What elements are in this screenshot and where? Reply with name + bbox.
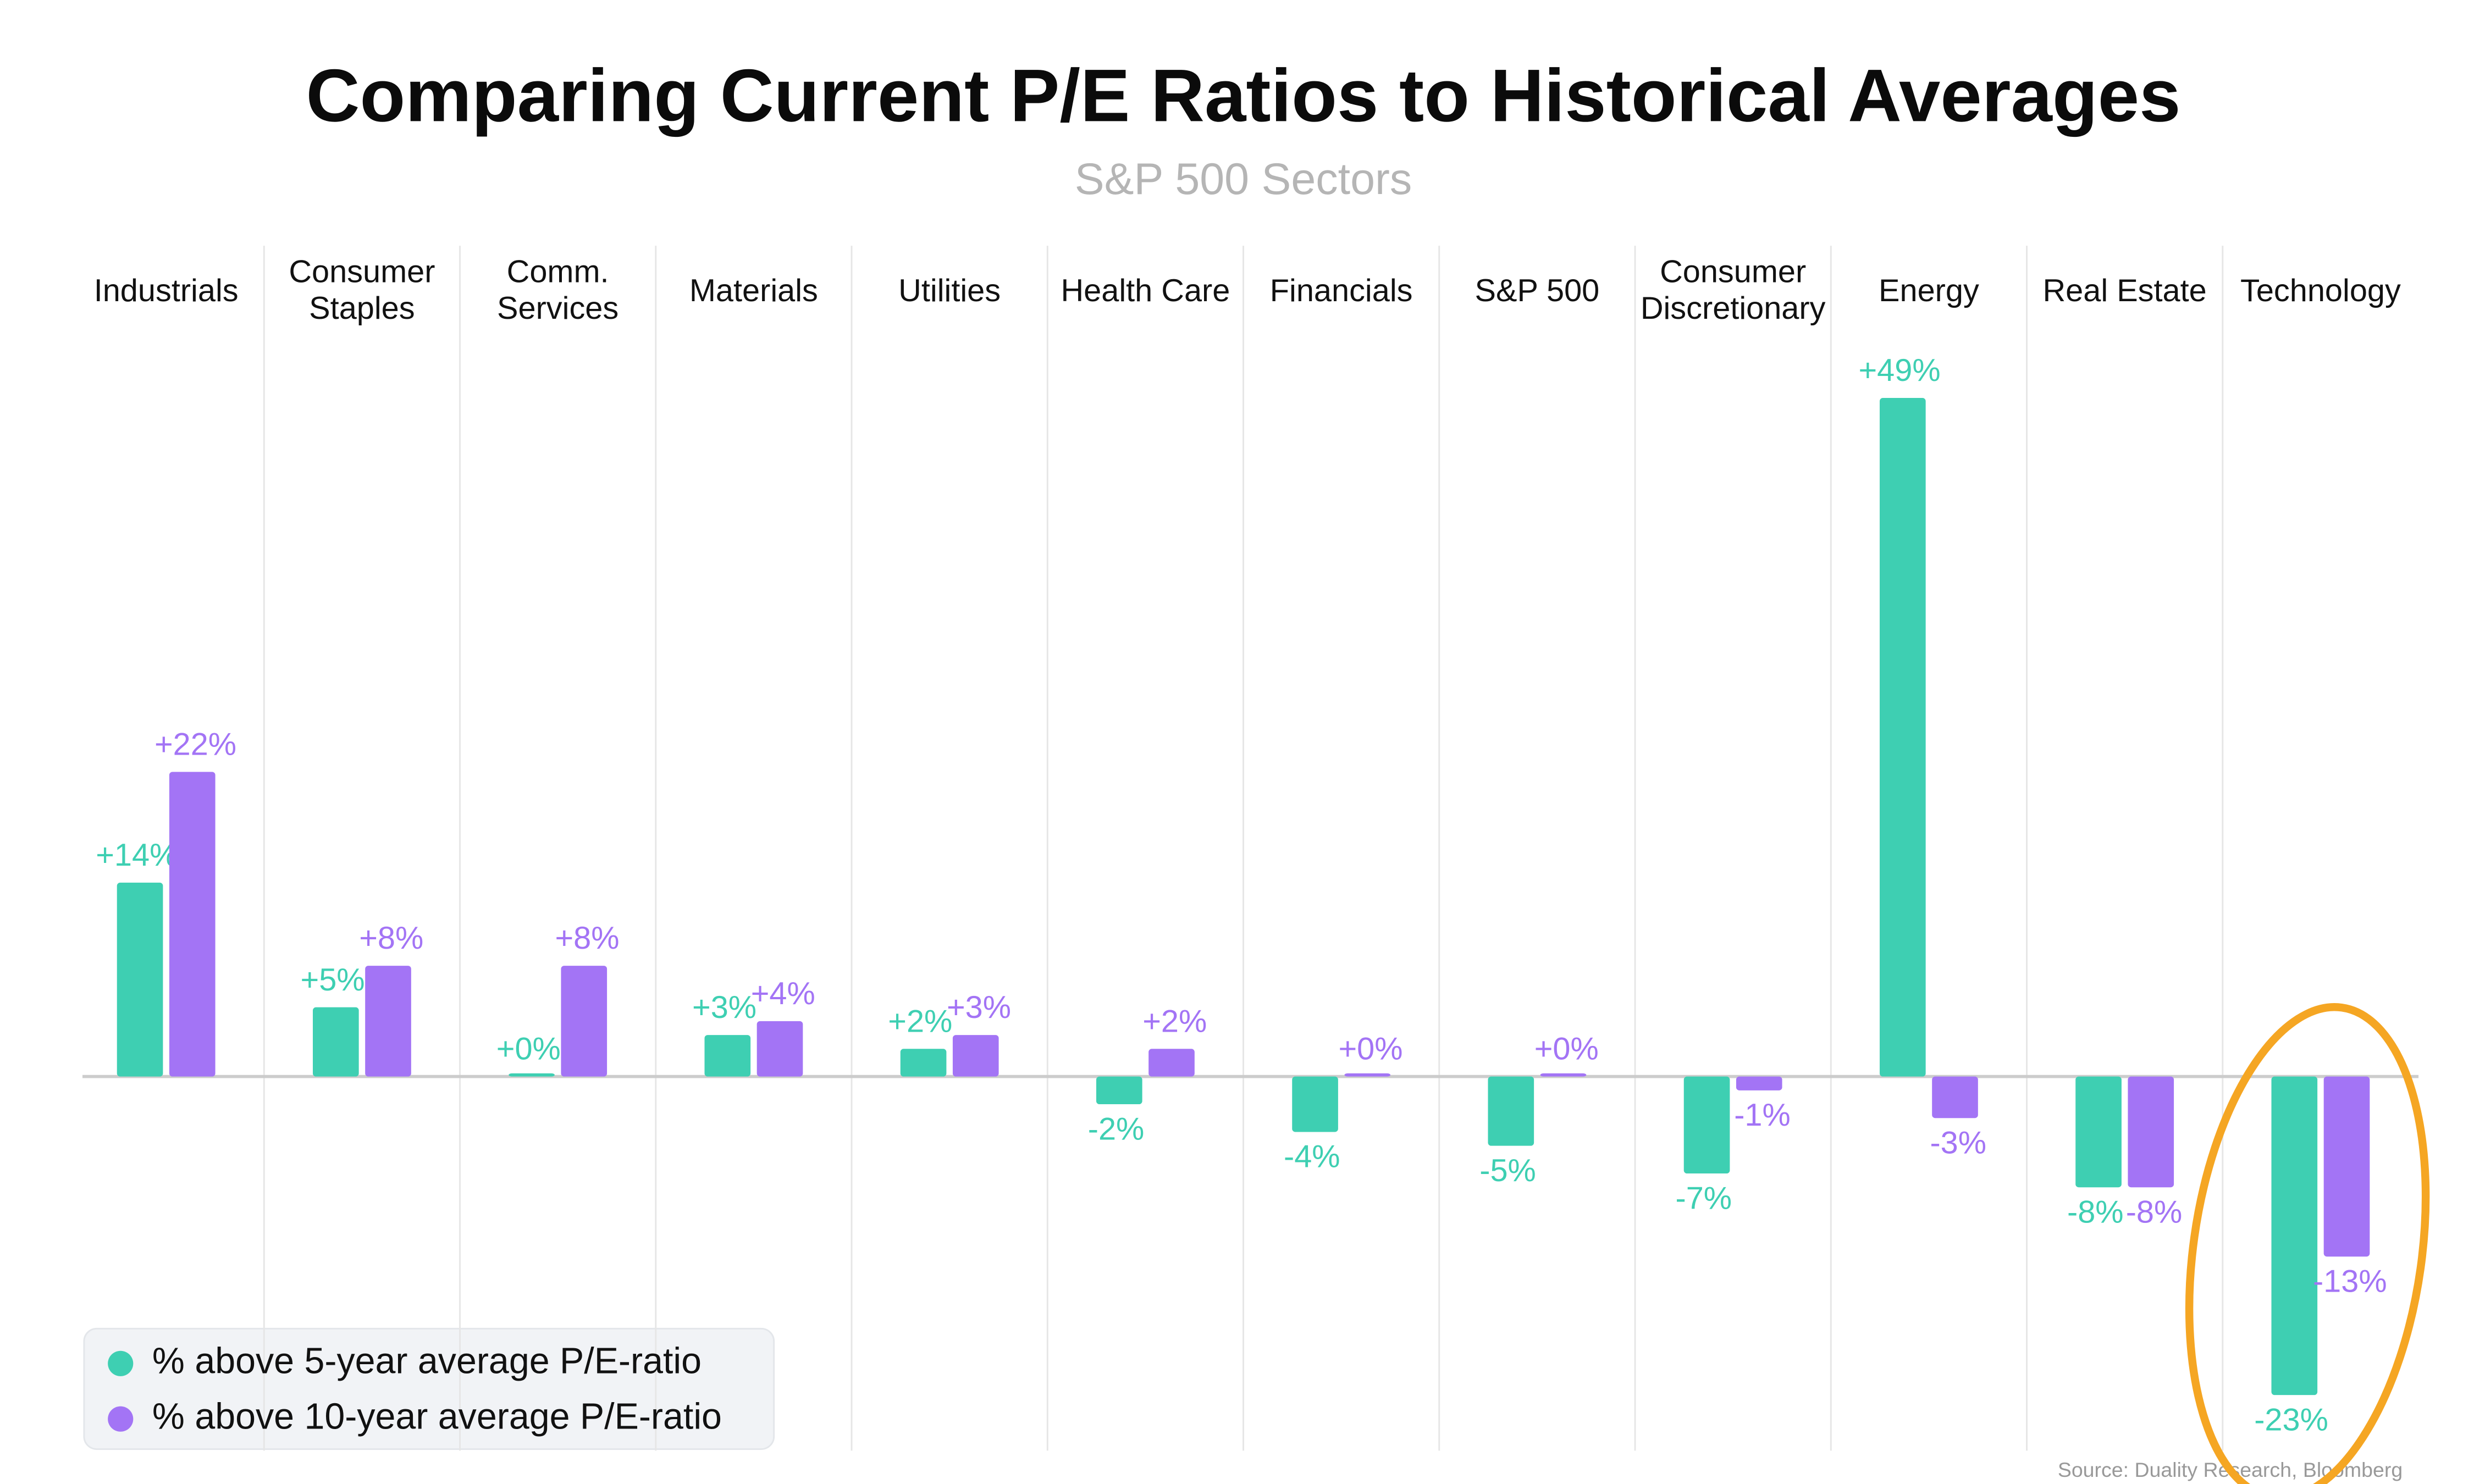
bar xyxy=(2271,1076,2318,1396)
value-label: +2% xyxy=(888,1004,952,1039)
bar xyxy=(169,772,216,1077)
bar xyxy=(952,1035,999,1077)
category-label: Health Care xyxy=(1061,273,1230,309)
category-label-box: Industrials xyxy=(93,273,239,309)
bar xyxy=(1683,1076,1730,1174)
value-label: +3% xyxy=(947,990,1011,1025)
value-label: -8% xyxy=(2067,1194,2124,1230)
bar xyxy=(2128,1076,2174,1188)
category-label: Consumer Staples xyxy=(289,255,435,327)
value-label: +5% xyxy=(301,962,365,998)
category-label-box: Consumer Discretionary xyxy=(1640,255,1826,327)
category-label: Energy xyxy=(1879,273,1979,309)
bar xyxy=(312,1007,359,1077)
category-label: Consumer Discretionary xyxy=(1640,255,1826,327)
legend-label: % above 5-year average P/E-ratio xyxy=(152,1341,702,1381)
value-label: -2% xyxy=(1088,1111,1145,1147)
bar xyxy=(1488,1076,1534,1146)
bar xyxy=(509,1073,555,1077)
value-label: +0% xyxy=(1338,1032,1402,1067)
bar xyxy=(756,1021,803,1077)
plot-area: Industrials Consumer Staples Comm. Service… xyxy=(82,246,2419,1451)
value-label: +4% xyxy=(751,976,815,1011)
category-label: Financials xyxy=(1269,273,1413,309)
value-label: +8% xyxy=(359,921,423,956)
value-label: +0% xyxy=(1534,1032,1599,1067)
bar xyxy=(2323,1076,2370,1257)
bar xyxy=(117,882,163,1077)
value-label: -23% xyxy=(2254,1402,2328,1437)
category-label-box: Materials xyxy=(689,273,818,309)
value-label: -3% xyxy=(1930,1126,1986,1161)
value-label: +22% xyxy=(154,727,236,762)
legend-marker xyxy=(108,1406,134,1432)
value-label: +49% xyxy=(1858,353,1940,388)
value-label: -4% xyxy=(1284,1139,1340,1175)
bar xyxy=(1736,1076,1782,1090)
category-label-box: Financials xyxy=(1269,273,1413,309)
category-label: Comm. Services xyxy=(497,255,619,327)
legend-box xyxy=(83,1327,775,1450)
category-label-box: Health Care xyxy=(1061,273,1230,309)
highlight-annotation xyxy=(2185,1003,2430,1484)
bar xyxy=(365,966,411,1077)
category-label: Technology xyxy=(2240,273,2401,309)
category-label: Industrials xyxy=(93,273,239,309)
category-label-box: Energy xyxy=(1879,273,1979,309)
value-label: +8% xyxy=(555,921,619,956)
value-label: +3% xyxy=(692,990,756,1025)
bar xyxy=(2075,1076,2122,1188)
value-label: +14% xyxy=(96,838,178,873)
legend-marker xyxy=(108,1350,134,1376)
value-label: -1% xyxy=(1734,1098,1791,1133)
bar xyxy=(1096,1076,1142,1105)
category-label-box: Comm. Services xyxy=(497,255,619,327)
category-label-box: Technology xyxy=(2240,273,2401,309)
category-label: Real Estate xyxy=(2042,273,2207,309)
category-label-box: Utilities xyxy=(898,273,1001,309)
category-label-box: Real Estate xyxy=(2042,273,2207,309)
category-label: Utilities xyxy=(898,273,1001,309)
category-label-box: Consumer Staples xyxy=(289,255,435,327)
bar xyxy=(561,966,608,1077)
bar xyxy=(1292,1076,1338,1132)
category-label: Materials xyxy=(689,273,818,309)
value-label: -8% xyxy=(2126,1194,2183,1230)
category-label: S&P 500 xyxy=(1475,273,1600,309)
bar xyxy=(1932,1076,1978,1118)
bar xyxy=(1879,398,1926,1077)
chart-subtitle: S&P 500 Sectors xyxy=(1075,154,1412,204)
value-label: +0% xyxy=(496,1032,561,1067)
category-label-box: S&P 500 xyxy=(1475,273,1600,309)
bar xyxy=(1344,1073,1391,1077)
bar xyxy=(704,1035,751,1077)
value-label: -13% xyxy=(2313,1264,2387,1299)
value-label: +2% xyxy=(1142,1004,1207,1039)
legend-label: % above 10-year average P/E-ratio xyxy=(152,1396,722,1437)
value-label: -5% xyxy=(1479,1153,1536,1188)
bar xyxy=(900,1049,947,1077)
bar xyxy=(1540,1073,1587,1077)
bar xyxy=(1148,1049,1195,1077)
value-label: -7% xyxy=(1676,1181,1732,1216)
chart-title: Comparing Current P/E Ratios to Historic… xyxy=(306,53,2181,137)
